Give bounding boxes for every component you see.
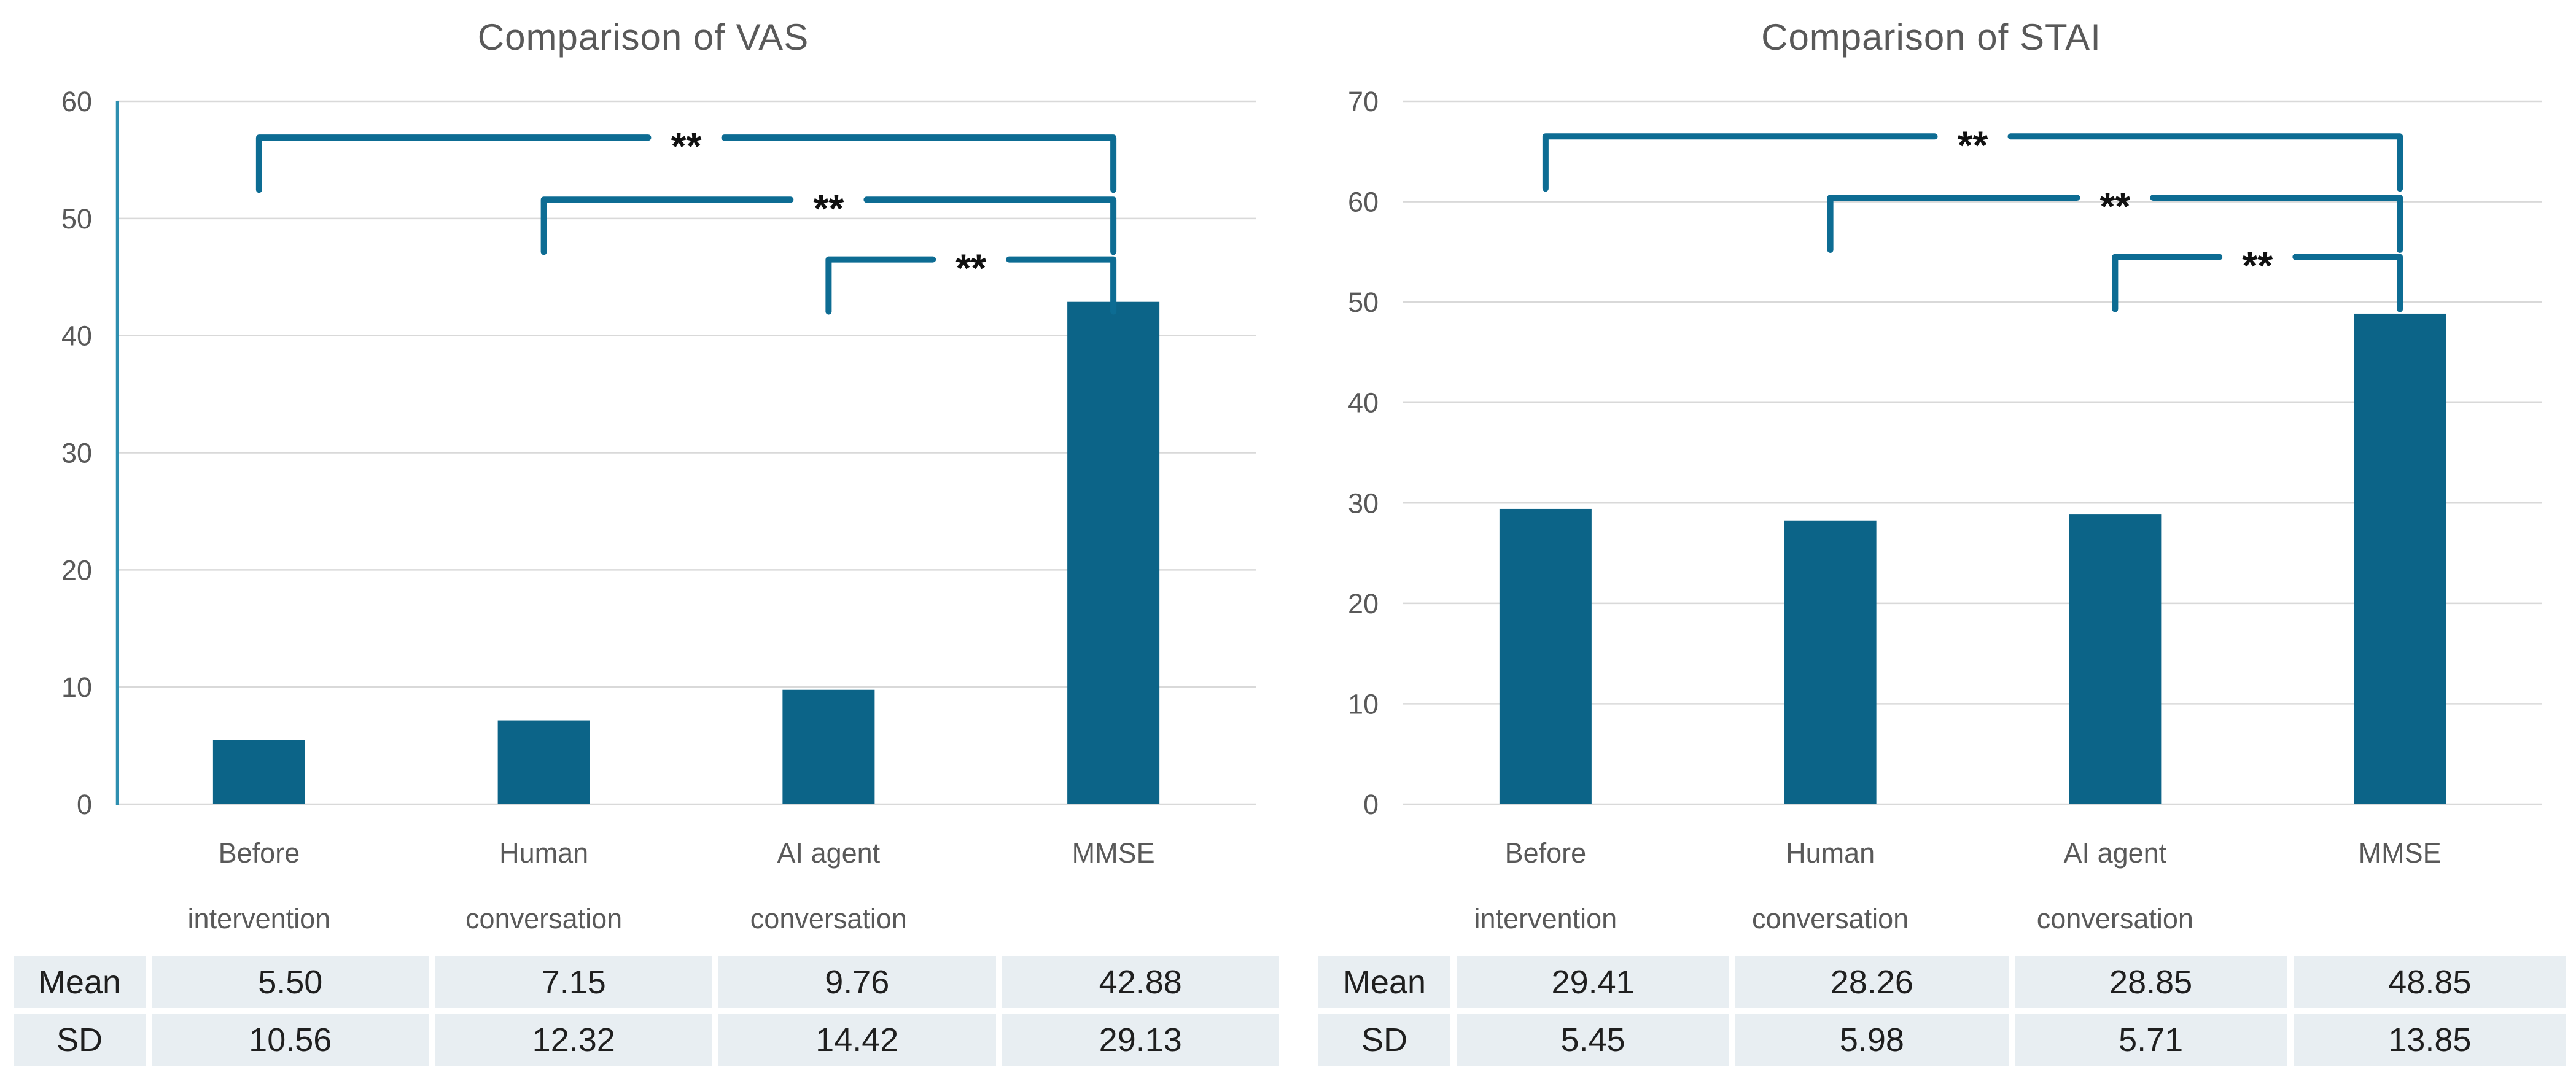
stats-value-cell: 29.41 [1457, 956, 1730, 1008]
bar-before-intervention [1499, 508, 1592, 804]
significance-bracket [1827, 195, 2080, 254]
bar-mmse [1067, 301, 1160, 804]
stai-stats-table: Mean 29.41 28.26 28.85 48.85 SD 5.45 5.98 5.71 13… [1318, 956, 2566, 1066]
y-tick-label: 20 [1348, 588, 1379, 619]
significance-bracket [721, 134, 1117, 193]
significance-label: ** [955, 246, 986, 290]
category-label: Human [499, 837, 588, 869]
significance-bracket [2112, 254, 2223, 312]
stai-chart-panel: Comparison of STAI 0 10 20 30 40 50 60 70 ** ** **… [1286, 0, 2576, 1078]
category-label: AI agent [2064, 837, 2167, 869]
y-tick-label: 50 [61, 203, 92, 235]
stats-row-label: Mean [1318, 956, 1450, 1008]
y-tick-label: 30 [61, 438, 92, 469]
significance-bracket [863, 196, 1117, 255]
significance-bracket [2150, 195, 2403, 254]
bar-human-conversation [497, 720, 590, 804]
stats-row-label: SD [14, 1014, 146, 1066]
significance-label: ** [2242, 244, 2273, 288]
stats-value-cell: 5.50 [152, 956, 429, 1008]
bar-ai-agent-conversation [2069, 514, 2162, 804]
stats-row-label: SD [1318, 1014, 1450, 1066]
stats-value-cell: 42.88 [1002, 956, 1279, 1008]
vas-chart-title: Comparison of VAS [477, 17, 809, 58]
category-label: intervention [1474, 903, 1617, 934]
significance-bracket [1006, 256, 1117, 315]
stats-value-cell: 28.26 [1735, 956, 2009, 1008]
stats-value-cell: 5.98 [1735, 1014, 2009, 1066]
stats-value-cell: 12.32 [435, 1014, 712, 1066]
stats-value-cell: 5.45 [1457, 1014, 1730, 1066]
significance-bracket [255, 134, 652, 193]
stats-value-cell: 13.85 [2293, 1014, 2566, 1066]
significance-label: ** [2099, 184, 2130, 228]
significance-bracket [2292, 254, 2403, 312]
y-tick-label: 60 [61, 86, 92, 117]
y-tick-label: 10 [1348, 688, 1379, 719]
y-tick-label: 70 [1348, 86, 1379, 117]
stats-value-cell: 5.71 [2014, 1014, 2287, 1066]
stats-value-cell: 14.42 [718, 1014, 996, 1066]
y-tick-label: 0 [77, 789, 92, 820]
significance-label: ** [671, 124, 702, 168]
bar-ai-agent-conversation [782, 689, 875, 804]
category-label: AI agent [777, 837, 881, 869]
bar-mmse [2354, 313, 2446, 804]
significance-label: ** [813, 186, 844, 230]
category-label: MMSE [2359, 837, 2442, 869]
vas-stats-table: Mean 5.50 7.15 9.76 42.88 SD 10.56 12.32 14.42 29… [14, 956, 1279, 1066]
y-tick-label: 30 [1348, 487, 1379, 519]
stats-value-cell: 10.56 [152, 1014, 429, 1066]
category-label: conversation [465, 903, 622, 934]
y-tick-label: 50 [1348, 287, 1379, 318]
y-tick-label: 40 [1348, 387, 1379, 419]
significance-bracket [825, 256, 936, 315]
category-label: conversation [1752, 903, 1909, 934]
category-label: conversation [2037, 903, 2193, 934]
stats-value-cell: 7.15 [435, 956, 712, 1008]
y-tick-label: 40 [61, 320, 92, 352]
stats-value-cell: 48.85 [2293, 956, 2566, 1008]
y-tick-label: 20 [61, 554, 92, 586]
significance-bracket [540, 196, 794, 255]
category-label: Before [219, 837, 300, 869]
vas-bar-chart: 0 10 20 30 40 50 60 ** ** ** Before intervention Hum… [61, 86, 1256, 934]
stats-value-cell: 9.76 [718, 956, 996, 1008]
category-label: conversation [750, 903, 907, 934]
stats-row-label: Mean [14, 956, 146, 1008]
stai-bar-chart: 0 10 20 30 40 50 60 70 ** ** ** Before intervention H… [1348, 86, 2542, 934]
significance-bracket [2007, 133, 2403, 192]
category-label: MMSE [1072, 837, 1155, 869]
bar-before-intervention [212, 740, 305, 804]
y-tick-label: 10 [61, 672, 92, 703]
stai-chart-title: Comparison of STAI [1761, 17, 2101, 58]
vas-chart-panel: Comparison of VAS 0 10 20 30 40 50 60 ** ** ** Bef… [0, 0, 1286, 1078]
significance-bracket [1542, 133, 1938, 192]
category-label: Human [1786, 837, 1875, 869]
significance-label: ** [1958, 123, 1988, 167]
y-tick-label: 0 [1363, 789, 1379, 820]
category-label: intervention [188, 903, 331, 934]
y-tick-label: 60 [1348, 187, 1379, 218]
stats-value-cell: 29.13 [1002, 1014, 1279, 1066]
bar-human-conversation [1784, 520, 1877, 804]
category-label: Before [1505, 837, 1587, 869]
stats-value-cell: 28.85 [2014, 956, 2287, 1008]
